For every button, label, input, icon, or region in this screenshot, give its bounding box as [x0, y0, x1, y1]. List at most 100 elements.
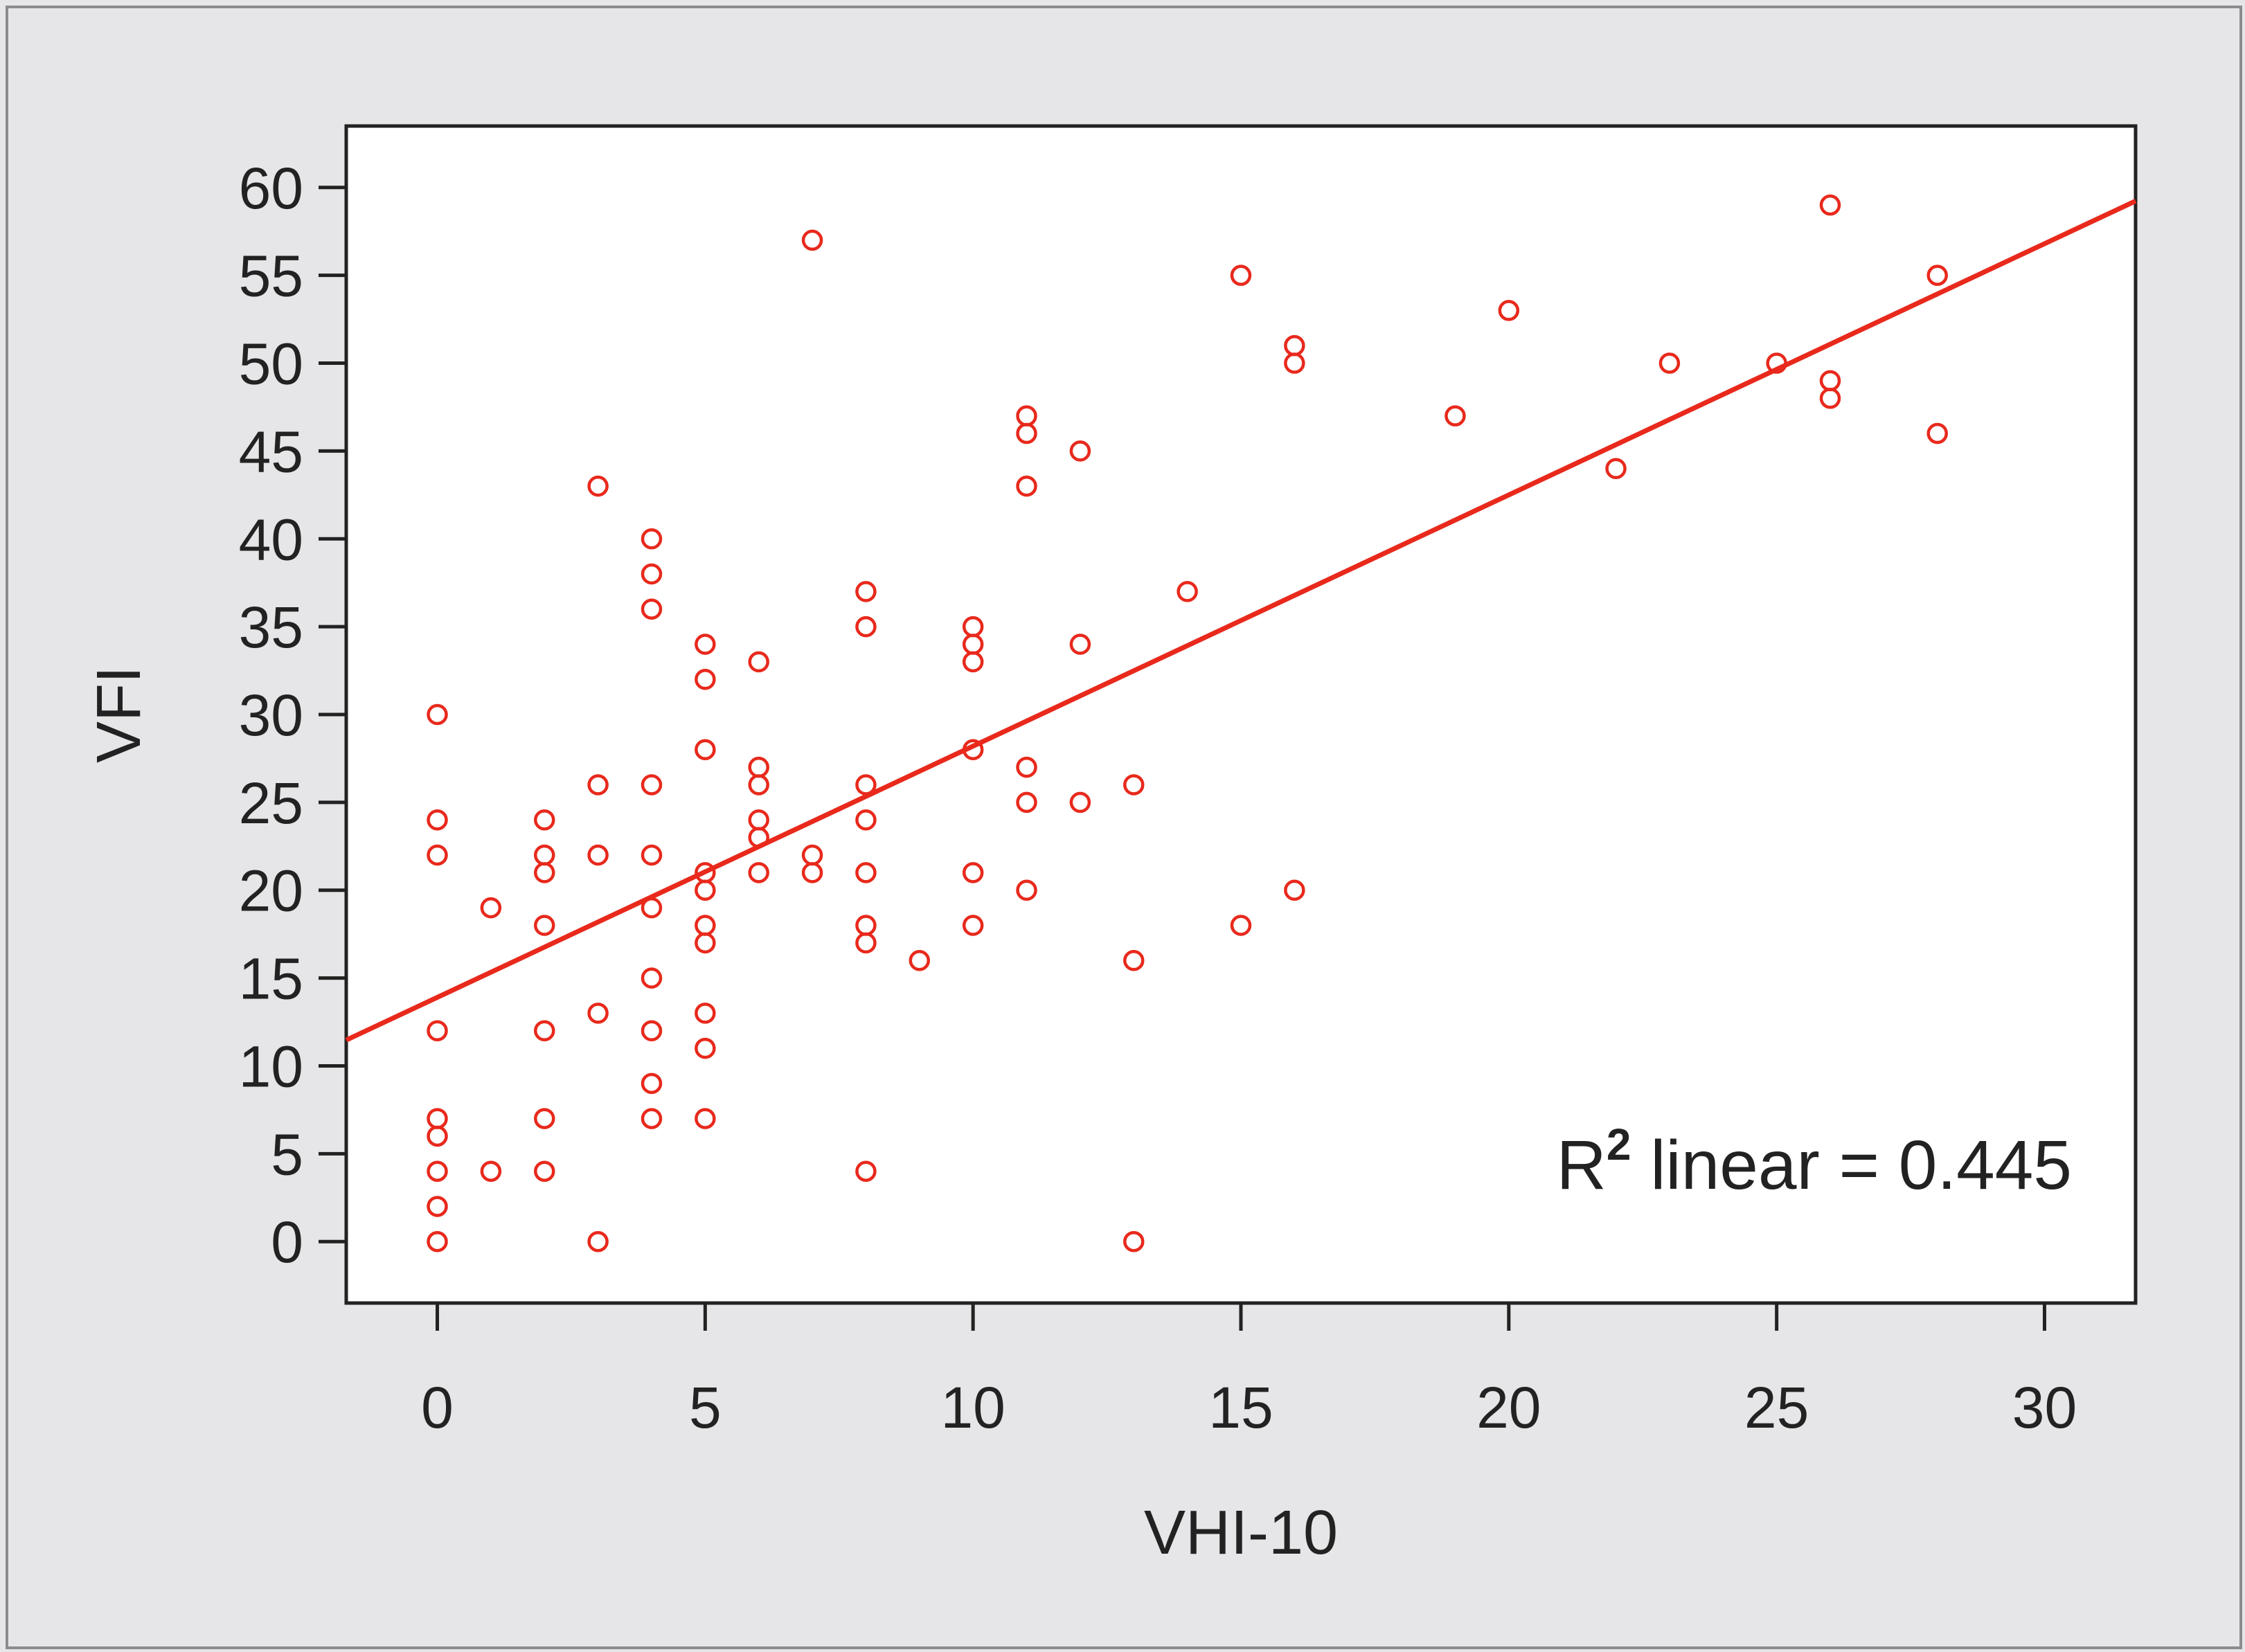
data-point-59 — [855, 1160, 877, 1182]
data-point-37 — [695, 879, 716, 901]
data-point-52 — [855, 581, 877, 602]
data-point-17 — [534, 1160, 555, 1182]
r-squared-base: R — [1557, 1126, 1607, 1204]
data-point-85 — [1445, 405, 1466, 427]
data-point-70 — [1016, 756, 1037, 778]
data-point-8 — [427, 1230, 448, 1253]
data-point-41 — [695, 1037, 716, 1059]
data-point-48 — [748, 862, 769, 883]
data-point-65 — [962, 862, 984, 883]
data-point-0 — [427, 703, 448, 726]
plot-area — [344, 124, 2138, 1305]
x-axis-title: VHI-10 — [1144, 1498, 1338, 1568]
data-point-14 — [534, 915, 555, 936]
y-tick-label-40: 40 — [239, 507, 303, 572]
data-point-43 — [748, 651, 769, 673]
x-tick-label-0: 0 — [421, 1375, 454, 1440]
data-point-92 — [1819, 388, 1841, 409]
y-tick-label-5: 5 — [271, 1122, 303, 1187]
data-point-45 — [748, 774, 769, 796]
data-point-86 — [1498, 300, 1520, 321]
data-point-1 — [427, 809, 448, 831]
data-point-20 — [587, 844, 609, 866]
data-point-24 — [641, 563, 663, 585]
data-point-60 — [909, 949, 931, 971]
data-point-87 — [1605, 458, 1627, 480]
data-point-63 — [962, 651, 984, 673]
data-point-55 — [855, 809, 877, 831]
data-point-75 — [1069, 791, 1091, 814]
data-point-34 — [695, 669, 716, 690]
data-point-76 — [1123, 774, 1145, 796]
data-point-93 — [1926, 264, 1948, 286]
data-point-94 — [1926, 422, 1948, 445]
data-point-39 — [695, 932, 716, 954]
data-point-80 — [1230, 264, 1252, 286]
data-point-22 — [587, 1230, 609, 1253]
y-tick-label-45: 45 — [239, 419, 303, 484]
data-point-58 — [855, 932, 877, 954]
data-point-51 — [801, 862, 823, 883]
data-point-79 — [1177, 581, 1198, 602]
figure-frame: 0 5 10 15 20 25 30 35 40 45 50 55 60 0 5 10 15 20 25 30 VH… — [6, 6, 2242, 1649]
data-point-81 — [1230, 915, 1252, 936]
data-point-13 — [534, 862, 555, 883]
r-squared-annotation: R2 linear = 0.445 — [1557, 1120, 2072, 1204]
data-point-35 — [695, 739, 716, 760]
y-tick-label-55: 55 — [239, 244, 303, 309]
y-axis: 0 5 10 15 20 25 30 35 40 45 50 55 60 — [239, 156, 346, 1275]
x-tick-label-25: 25 — [1744, 1375, 1809, 1440]
data-point-68 — [1016, 422, 1037, 445]
regression-line — [345, 199, 2137, 1043]
data-point-78 — [1123, 1230, 1145, 1253]
data-point-90 — [1819, 194, 1841, 216]
data-point-53 — [855, 616, 877, 638]
r-squared-superscript: 2 — [1607, 1120, 1631, 1169]
data-point-56 — [855, 862, 877, 883]
data-point-30 — [641, 1020, 663, 1041]
data-point-5 — [427, 1125, 448, 1147]
x-axis: 0 5 10 15 20 25 30 — [421, 1303, 2077, 1440]
data-point-2 — [427, 844, 448, 866]
data-point-73 — [1069, 440, 1091, 462]
data-point-40 — [695, 1003, 716, 1024]
data-point-6 — [427, 1160, 448, 1182]
data-point-83 — [1284, 352, 1305, 374]
data-point-84 — [1284, 879, 1305, 901]
y-tick-label-50: 50 — [239, 332, 303, 397]
data-point-32 — [641, 1108, 663, 1129]
data-point-29 — [641, 967, 663, 989]
y-tick-label-60: 60 — [239, 156, 303, 221]
data-point-21 — [587, 1003, 609, 1024]
data-point-10 — [480, 1160, 502, 1182]
data-point-16 — [534, 1108, 555, 1129]
x-tick-label-5: 5 — [689, 1375, 722, 1440]
x-tick-label-30: 30 — [2012, 1375, 2077, 1440]
data-point-71 — [1016, 791, 1037, 814]
y-tick-label-20: 20 — [239, 859, 303, 924]
y-tick-label-30: 30 — [239, 683, 303, 748]
y-tick-label-0: 0 — [271, 1210, 303, 1275]
data-points — [427, 194, 1948, 1253]
data-point-27 — [641, 844, 663, 866]
data-point-26 — [641, 774, 663, 796]
x-tick-label-15: 15 — [1208, 1375, 1273, 1440]
data-point-25 — [641, 598, 663, 620]
data-point-74 — [1069, 634, 1091, 655]
data-point-15 — [534, 1020, 555, 1041]
data-point-69 — [1016, 475, 1037, 497]
data-point-49 — [801, 229, 823, 251]
data-point-66 — [962, 915, 984, 936]
y-tick-label-35: 35 — [239, 595, 303, 660]
x-tick-label-20: 20 — [1476, 1375, 1541, 1440]
y-tick-label-10: 10 — [239, 1034, 303, 1099]
data-point-72 — [1016, 879, 1037, 901]
y-tick-label-25: 25 — [239, 771, 303, 836]
data-point-31 — [641, 1072, 663, 1095]
data-point-88 — [1658, 352, 1681, 374]
data-point-9 — [480, 897, 502, 919]
y-tick-label-15: 15 — [239, 946, 303, 1012]
data-point-42 — [695, 1108, 716, 1129]
r-squared-value: linear = 0.445 — [1631, 1126, 2072, 1204]
y-axis-title: VFI — [84, 666, 154, 763]
